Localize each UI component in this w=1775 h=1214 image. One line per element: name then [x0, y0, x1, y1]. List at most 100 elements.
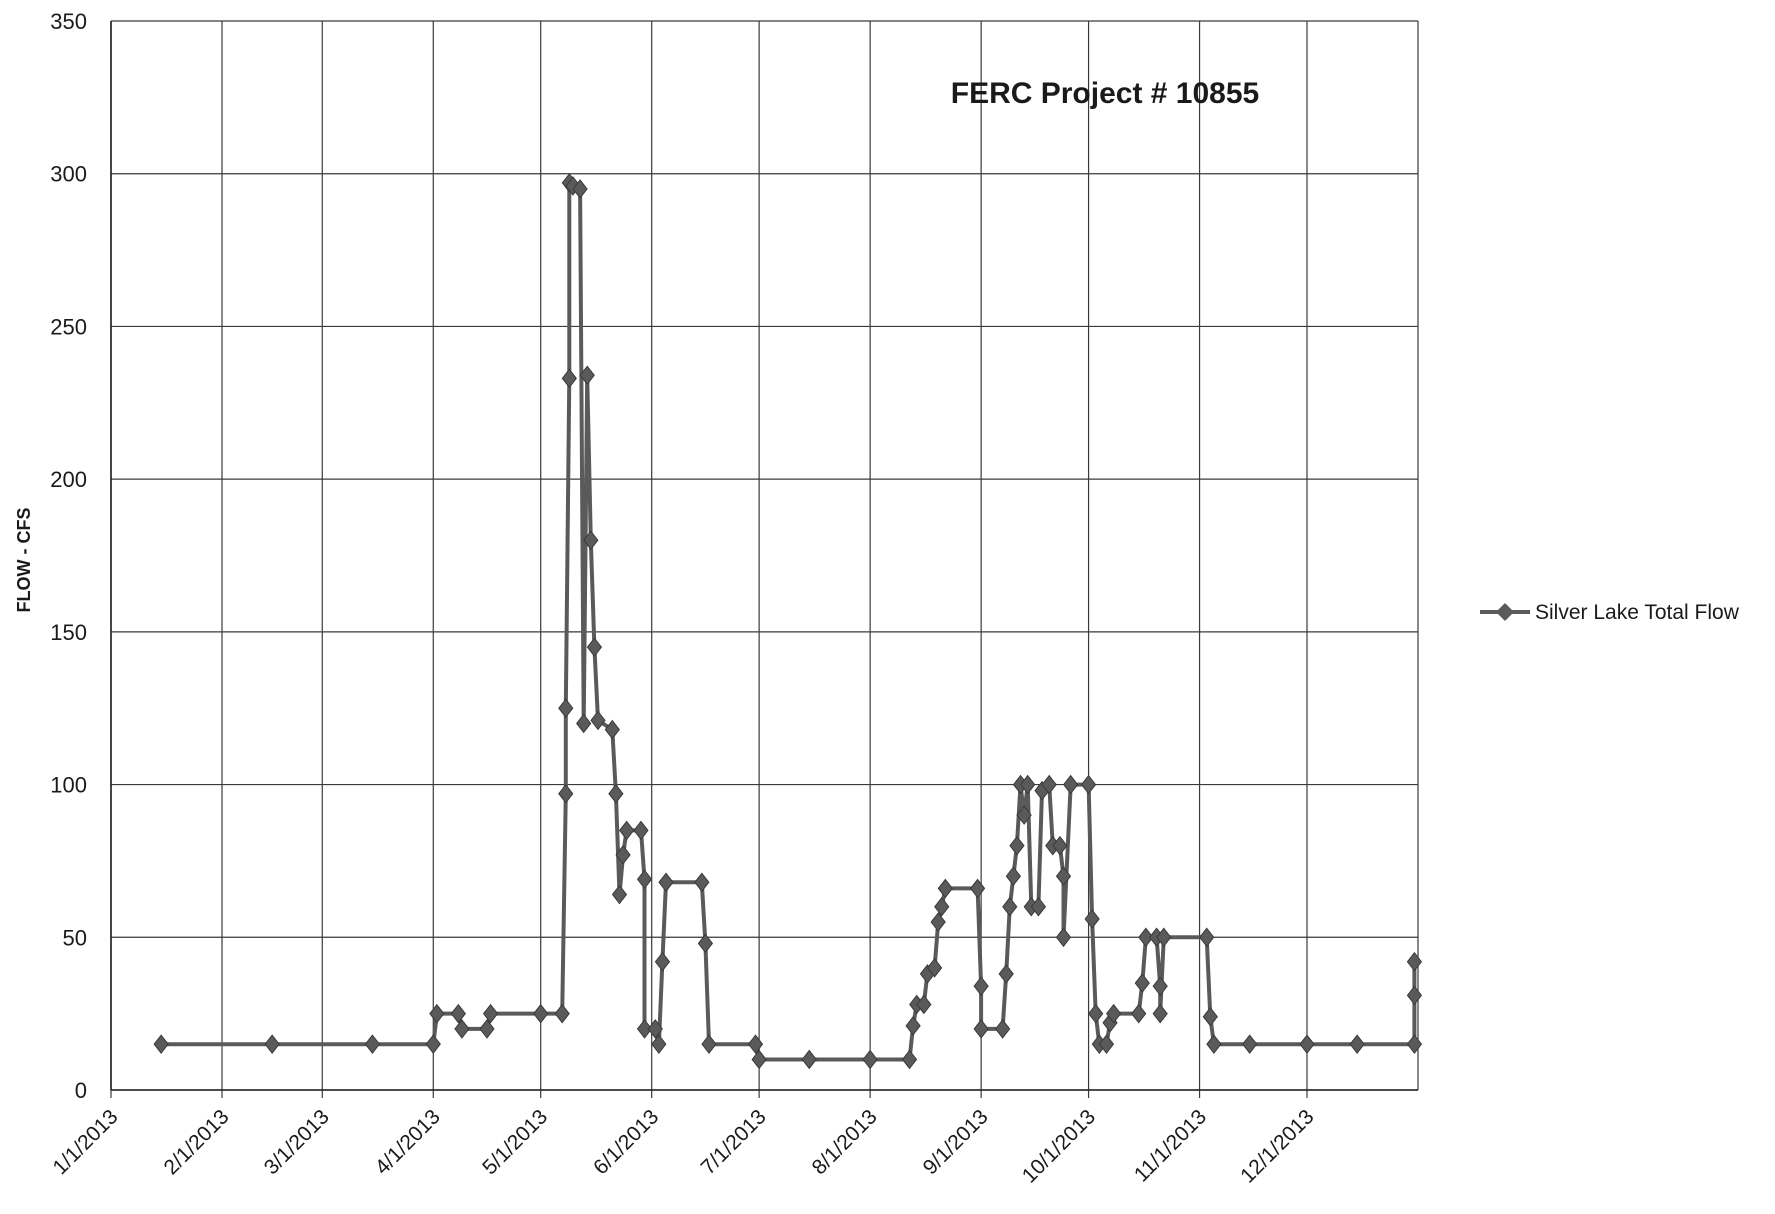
data-point: [905, 1016, 921, 1036]
data-point: [916, 994, 932, 1015]
data-point: [747, 1034, 764, 1055]
data-point: [1005, 866, 1022, 887]
series-line: [161, 178, 1417, 1062]
data-point: [1134, 973, 1150, 993]
data-point: [1299, 1034, 1315, 1055]
data-point: [554, 1003, 570, 1024]
data-point: [604, 719, 620, 740]
y-tick-label: 150: [50, 620, 87, 645]
data-point: [576, 713, 592, 734]
data-point: [1406, 1034, 1423, 1055]
x-tick-label: 9/1/2013: [919, 1105, 993, 1179]
chart-title: FERC Project # 10855: [951, 77, 1259, 110]
data-point: [479, 1019, 495, 1039]
data-point: [926, 958, 943, 978]
data-point: [454, 1019, 470, 1039]
x-tick-label: 7/1/2013: [697, 1105, 771, 1179]
data-point: [1131, 1003, 1147, 1024]
data-point: [1138, 927, 1154, 948]
data-point: [973, 1019, 989, 1039]
series-layer: [153, 173, 1423, 1070]
data-point: [1080, 774, 1097, 795]
x-tick-label: 1/1/2013: [48, 1105, 122, 1179]
data-point: [579, 365, 595, 386]
data-point: [801, 1049, 817, 1070]
data-point: [973, 976, 989, 996]
data-point: [264, 1034, 280, 1055]
data-point: [364, 1034, 381, 1055]
x-tick-label: 11/1/2013: [1130, 1105, 1211, 1186]
data-point: [590, 710, 606, 731]
data-point: [1055, 866, 1072, 887]
x-tick-label: 8/1/2013: [808, 1105, 882, 1179]
data-point: [998, 964, 1014, 984]
x-tick-label: 6/1/2013: [589, 1105, 663, 1179]
data-point: [558, 783, 574, 804]
data-point: [1088, 1003, 1104, 1024]
data-point: [658, 872, 674, 893]
y-tick-label: 50: [63, 925, 87, 950]
x-tick-label: 4/1/2013: [371, 1105, 445, 1179]
data-point: [1242, 1034, 1258, 1055]
data-point: [701, 1034, 717, 1055]
data-point: [1406, 985, 1423, 1006]
y-axis-label: FLOW - CFS: [14, 508, 34, 613]
x-tick-label: 12/1/2013: [1236, 1105, 1318, 1187]
x-tick-label: 5/1/2013: [478, 1105, 552, 1179]
data-point: [1406, 951, 1423, 972]
data-point: [611, 884, 628, 905]
x-tick-label: 3/1/2013: [260, 1105, 334, 1179]
data-point: [1016, 805, 1032, 825]
data-point: [1098, 1034, 1115, 1055]
data-point: [901, 1049, 918, 1070]
y-tick-label: 300: [50, 162, 87, 187]
data-point: [1002, 896, 1018, 917]
data-point: [1105, 1003, 1122, 1024]
legend: Silver Lake Total Flow: [1480, 601, 1740, 624]
legend-label: Silver Lake Total Flow: [1535, 601, 1740, 624]
data-point: [533, 1003, 549, 1024]
data-point: [482, 1003, 499, 1024]
data-point: [615, 845, 631, 865]
data-point: [994, 1019, 1011, 1039]
data-point: [751, 1049, 767, 1070]
data-point: [558, 698, 574, 719]
data-point: [654, 951, 671, 972]
data-point: [937, 878, 953, 899]
data-point: [1202, 1006, 1218, 1027]
y-tick-label: 100: [50, 773, 87, 798]
data-point: [647, 1019, 663, 1039]
x-tick-label: 2/1/2013: [159, 1105, 233, 1179]
data-point: [934, 896, 950, 917]
data-point: [969, 878, 986, 899]
data-point: [1084, 909, 1100, 929]
data-point: [633, 820, 649, 841]
y-tick-label: 250: [50, 314, 87, 339]
data-point: [561, 368, 577, 389]
data-point: [1063, 774, 1079, 795]
data-point: [1041, 774, 1057, 795]
data-point: [694, 872, 710, 893]
data-point: [1349, 1034, 1365, 1055]
data-point: [586, 637, 603, 657]
data-point: [1152, 976, 1168, 996]
data-point: [697, 933, 714, 954]
data-point: [1020, 774, 1036, 795]
data-point: [636, 1019, 653, 1039]
x-tick-labels: 1/1/2013 2/1/2013 3/1/2013 4/1/2013 5/1/2013…: [48, 1105, 1318, 1187]
y-tick-label: 0: [75, 1078, 87, 1103]
data-point: [1156, 927, 1172, 948]
data-point: [930, 912, 946, 932]
legend-marker: [1496, 603, 1514, 621]
data-point: [429, 1003, 445, 1024]
data-point: [1055, 927, 1072, 948]
y-tick-labels: 0 50 100 150 200 250 300 350: [50, 9, 87, 1103]
data-point: [1206, 1034, 1222, 1055]
x-tick-label: 10/1/2013: [1018, 1105, 1100, 1187]
y-tick-label: 200: [50, 467, 87, 492]
data-point: [450, 1003, 466, 1024]
data-point: [1009, 835, 1025, 856]
data-point: [425, 1034, 441, 1055]
